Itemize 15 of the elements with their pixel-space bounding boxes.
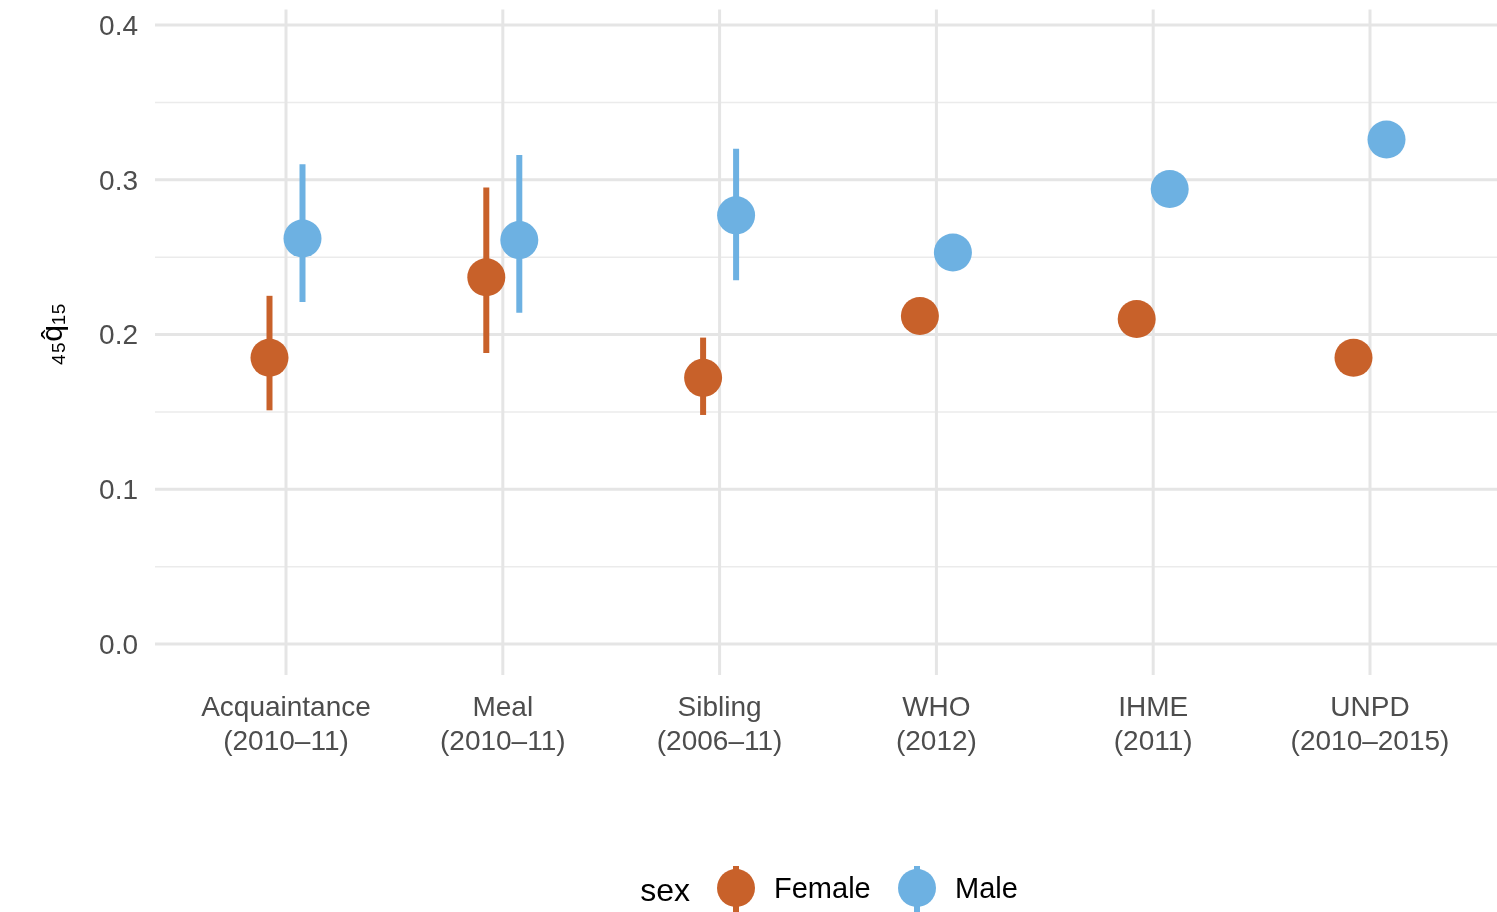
x-tick-label: Meal (2010–11) — [440, 691, 566, 756]
y-tick-label: 0.3 — [99, 164, 138, 196]
x-tick-label: Sibling (2006–11) — [656, 691, 783, 756]
legend-title: sex — [640, 872, 690, 909]
x-tick-label: IHME (2011) — [1113, 691, 1193, 756]
x-tick-label: UNPD (2010–2015) — [1290, 691, 1450, 756]
x-tick-label: Acquaintance (2010–11) — [201, 691, 371, 756]
legend-label: Female — [774, 872, 871, 905]
legend-label: Male — [955, 872, 1018, 905]
y-tick-label: 0.1 — [99, 474, 138, 506]
x-tick-label: WHO (2012) — [895, 691, 977, 756]
y-tick-label: 0.0 — [99, 628, 138, 660]
y-axis-title: ₄₅q̂₁₅ — [35, 302, 68, 367]
y-tick-label: 0.4 — [99, 9, 138, 41]
y-tick-label: 0.2 — [99, 319, 138, 351]
